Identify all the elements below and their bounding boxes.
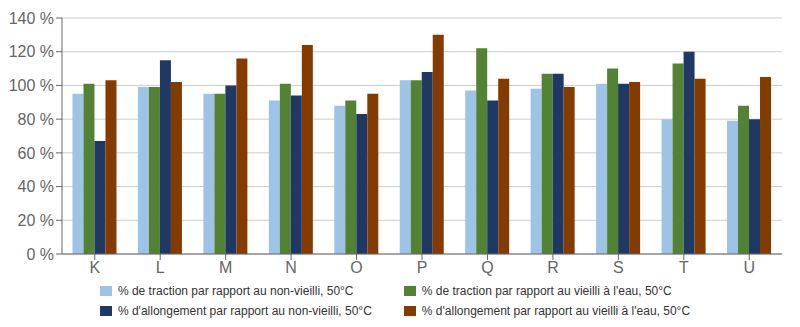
html-text:% d'allongement par rapport au: % d'allongement par rapport au non-vieil… (117, 304, 372, 318)
svg-text:120 %: 120 % (9, 43, 54, 60)
svg-text:S: S (613, 259, 624, 276)
svg-text:20 %: 20 % (18, 212, 54, 229)
svg-text:R: R (547, 259, 559, 276)
svg-text:O: O (350, 259, 362, 276)
svg-text:L: L (156, 259, 165, 276)
svg-text:T: T (679, 259, 689, 276)
svg-text:U: U (743, 259, 755, 276)
svg-text:40 %: 40 % (18, 178, 54, 195)
svg-text:100 %: 100 % (9, 77, 54, 94)
svg-text:60 %: 60 % (18, 145, 54, 162)
svg-text:140 %: 140 % (9, 10, 54, 27)
svg-text:Q: Q (481, 259, 493, 276)
html-text:% de traction par rapport au v: % de traction par rapport au vieilli à l… (421, 284, 672, 298)
svg-text:80 %: 80 % (18, 111, 54, 128)
html-text:% d'allongement par rapport au: % d'allongement par rapport au vieilli à… (421, 304, 690, 318)
svg-text:N: N (285, 259, 297, 276)
svg-text:P: P (417, 259, 428, 276)
svg-text:M: M (219, 259, 232, 276)
svg-text:0 %: 0 % (26, 246, 54, 263)
svg-text:K: K (89, 259, 100, 276)
html-text:% de traction par rapport au n: % de traction par rapport au non-vieilli… (117, 284, 354, 298)
